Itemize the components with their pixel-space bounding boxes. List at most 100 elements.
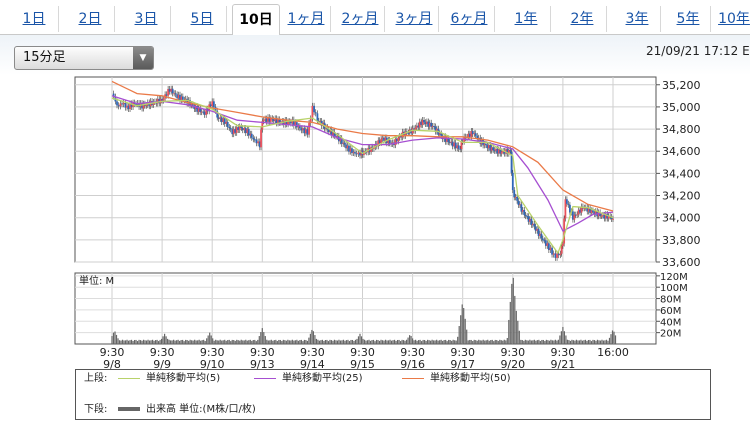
volume-bar bbox=[596, 339, 599, 344]
price-candle bbox=[454, 142, 457, 149]
interval-select[interactable]: 15分足 ▼ bbox=[14, 46, 154, 70]
volume-bar bbox=[308, 337, 310, 344]
price-candle bbox=[450, 141, 453, 143]
price-candle bbox=[171, 88, 174, 94]
price-candle bbox=[244, 128, 247, 134]
volume-bar bbox=[342, 339, 345, 344]
volume-bar bbox=[144, 340, 146, 344]
price-candle bbox=[174, 93, 177, 95]
price-candle bbox=[282, 121, 285, 125]
volume-bar bbox=[384, 339, 387, 344]
volume-bar bbox=[592, 339, 594, 344]
volume-bar bbox=[427, 339, 429, 344]
price-candle bbox=[496, 148, 499, 154]
volume-bar bbox=[521, 340, 523, 344]
price-candle bbox=[531, 223, 534, 225]
volume-bar bbox=[224, 339, 226, 344]
tab-period[interactable]: 3日 bbox=[122, 6, 171, 32]
price-y-tick-label: 34,200 bbox=[662, 190, 701, 203]
volume-bar bbox=[330, 340, 333, 344]
price-candle bbox=[485, 143, 487, 145]
legend-ma5: 単純移動平均(5) bbox=[118, 372, 220, 386]
price-candle bbox=[330, 129, 333, 136]
volume-bar bbox=[159, 339, 161, 344]
price-candle bbox=[546, 243, 549, 246]
volume-bar bbox=[281, 341, 283, 344]
price-candle bbox=[566, 199, 568, 204]
volume-bar bbox=[251, 340, 253, 344]
tab-period[interactable]: 10年 bbox=[718, 11, 750, 27]
volume-bar bbox=[318, 340, 321, 344]
volume-bar bbox=[215, 339, 217, 344]
volume-bar bbox=[466, 329, 468, 344]
volume-bar bbox=[545, 339, 547, 344]
price-candle bbox=[434, 126, 437, 132]
volume-bar bbox=[380, 339, 382, 344]
volume-bar bbox=[332, 340, 334, 344]
x-tick-date: 9/16 bbox=[400, 358, 425, 371]
price-candle bbox=[288, 121, 291, 123]
volume-bar bbox=[595, 340, 597, 344]
price-candle bbox=[247, 129, 250, 136]
price-candle bbox=[316, 113, 319, 121]
volume-bar bbox=[488, 340, 490, 344]
dropdown-arrow-icon[interactable]: ▼ bbox=[133, 47, 153, 69]
tab-period[interactable]: 1年 bbox=[502, 6, 551, 32]
tab-period[interactable]: 5年 bbox=[666, 6, 711, 32]
volume-bar bbox=[344, 340, 346, 344]
price-candle bbox=[552, 253, 555, 255]
tab-period[interactable]: 2ヶ月 bbox=[336, 6, 385, 32]
price-candle bbox=[211, 101, 214, 107]
volume-bar bbox=[604, 340, 606, 344]
volume-bar bbox=[171, 340, 173, 344]
price-candle bbox=[232, 129, 235, 135]
tab-period[interactable]: 2日 bbox=[66, 6, 115, 32]
tab-period[interactable]: 10日 bbox=[232, 4, 280, 36]
price-y-tick-label: 35,200 bbox=[662, 79, 701, 92]
price-candle bbox=[167, 89, 170, 96]
volume-bar bbox=[261, 328, 263, 344]
volume-bar bbox=[233, 340, 235, 344]
price-candle bbox=[298, 126, 301, 129]
volume-bar bbox=[550, 339, 552, 344]
volume-bar bbox=[584, 339, 587, 344]
volume-bar bbox=[395, 340, 397, 344]
volume-bar bbox=[201, 340, 203, 344]
price-candle bbox=[397, 137, 400, 142]
volume-bar bbox=[240, 339, 242, 344]
price-candle bbox=[423, 120, 425, 123]
tab-period[interactable]: 2年 bbox=[558, 6, 607, 32]
volume-bar bbox=[335, 340, 337, 344]
price-candle bbox=[246, 129, 249, 134]
volume-bar bbox=[225, 340, 227, 344]
volume-bar bbox=[506, 337, 508, 344]
volume-bar bbox=[494, 339, 496, 344]
price-candle bbox=[355, 153, 358, 155]
price-candle bbox=[460, 141, 463, 150]
volume-bar bbox=[357, 336, 360, 344]
volume-bar bbox=[213, 340, 215, 344]
tab-period[interactable]: 6ヶ月 bbox=[444, 6, 495, 32]
volume-bar bbox=[258, 336, 260, 344]
price-candle bbox=[600, 215, 603, 217]
tab-period[interactable]: 3ヶ月 bbox=[390, 6, 439, 32]
price-candle bbox=[612, 218, 614, 220]
price-candle bbox=[554, 253, 557, 258]
tab-period[interactable]: 5日 bbox=[178, 6, 227, 32]
price-candle bbox=[348, 145, 350, 152]
tab-period[interactable]: 1日 bbox=[10, 6, 59, 32]
tab-period[interactable]: 1ヶ月 bbox=[282, 6, 331, 32]
volume-bar bbox=[198, 339, 200, 344]
volume-bar bbox=[541, 339, 543, 344]
price-candle bbox=[557, 253, 560, 256]
volume-bar bbox=[524, 339, 526, 344]
price-candle bbox=[313, 105, 315, 113]
volume-bar bbox=[473, 339, 475, 344]
volume-bar bbox=[559, 335, 561, 344]
volume-bar bbox=[377, 340, 379, 344]
volume-bar bbox=[323, 340, 325, 344]
volume-bar bbox=[129, 340, 131, 344]
volume-bar bbox=[607, 340, 609, 344]
tab-period[interactable]: 3年 bbox=[614, 6, 661, 32]
